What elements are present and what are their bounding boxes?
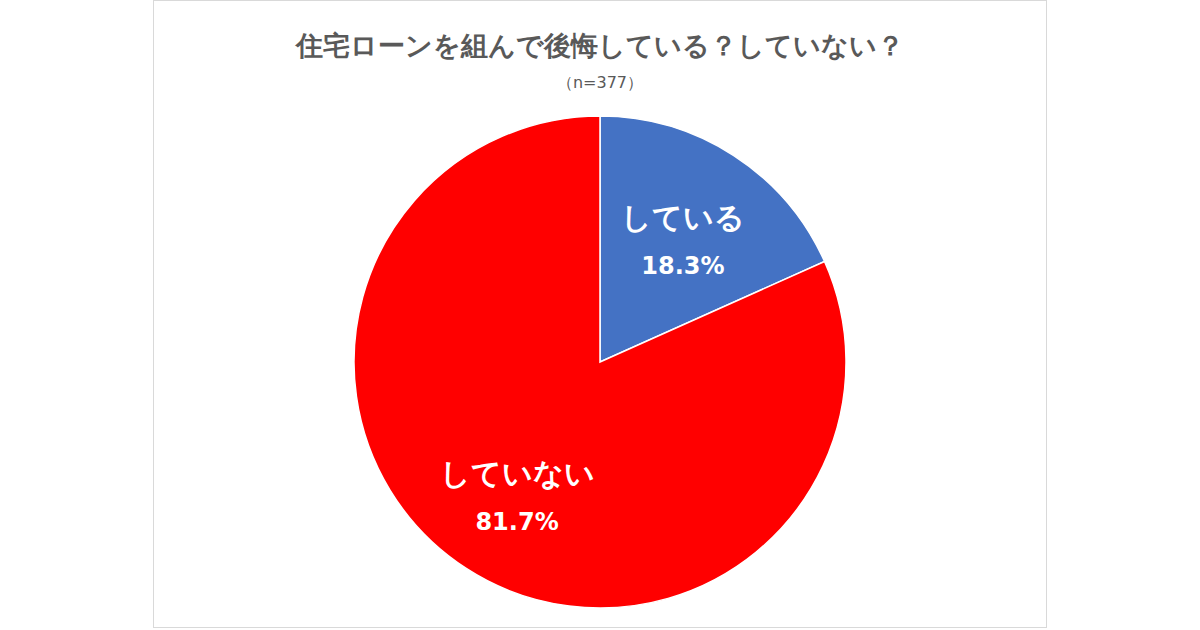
chart-frame (154, 1, 1047, 628)
slices (354, 116, 846, 608)
slice-value-label: 18.3% (641, 252, 724, 280)
slice-category-label: していない (440, 456, 595, 491)
slice-category-label: している (621, 200, 745, 235)
chart-container: 住宅ローンを組んで後悔している？していない？（n=377）している18.3%して… (0, 0, 1200, 630)
chart-svg: 住宅ローンを組んで後悔している？していない？（n=377）している18.3%して… (0, 0, 1200, 630)
background (0, 0, 1200, 630)
title: 住宅ローンを組んで後悔している？していない？ (295, 30, 904, 61)
data-labels: している 18.3% していない 81.7% (440, 200, 745, 536)
slice-value-label: 81.7% (475, 508, 558, 536)
pie-slice (354, 116, 846, 608)
page: {"chart_data": {"type": "pie", "title": … (0, 0, 1200, 630)
subtitle: （n=377） (557, 73, 643, 92)
